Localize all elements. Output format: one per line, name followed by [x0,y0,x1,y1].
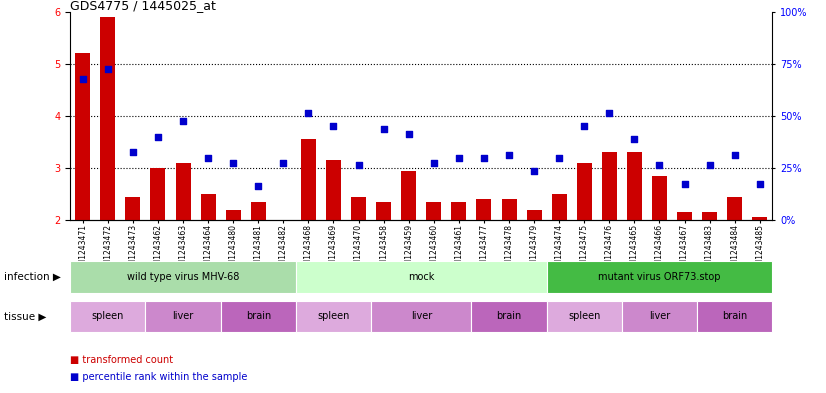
Bar [225,210,240,220]
Text: GDS4775 / 1445025_at: GDS4775 / 1445025_at [70,0,216,12]
Text: brain: brain [496,311,522,321]
Point [252,183,265,189]
Point [377,126,390,132]
Bar [326,160,341,220]
Point [553,154,566,161]
Bar [251,202,266,220]
Point [226,160,240,166]
Bar [150,168,165,220]
Text: ■ transformed count: ■ transformed count [70,354,173,365]
Bar [426,202,441,220]
Point [402,131,415,137]
Text: brain: brain [245,311,271,321]
Point [628,136,641,143]
Bar [577,163,591,220]
Bar [176,163,191,220]
Bar [527,210,542,220]
Text: mock: mock [408,272,434,282]
Point [653,162,666,169]
Point [577,123,591,130]
Bar [501,199,516,220]
Bar [477,199,491,220]
Point [678,180,691,187]
Bar [702,212,717,220]
Point [202,154,215,161]
Point [277,160,290,166]
Text: ■ percentile rank within the sample: ■ percentile rank within the sample [70,372,248,382]
Point [477,154,491,161]
Bar [351,196,366,220]
Bar [201,194,216,220]
Bar [100,17,116,220]
Bar [627,152,642,220]
Text: liver: liver [649,311,670,321]
Bar [602,152,617,220]
Point [126,149,140,156]
Bar [401,171,416,220]
Bar [75,53,90,220]
Bar [727,196,743,220]
Bar [652,176,667,220]
Text: spleen: spleen [568,311,601,321]
Text: wild type virus MHV-68: wild type virus MHV-68 [127,272,240,282]
Bar [451,202,467,220]
Point [753,180,767,187]
Point [427,160,440,166]
Text: liver: liver [173,311,193,321]
Text: mutant virus ORF73.stop: mutant virus ORF73.stop [598,272,721,282]
Point [102,66,115,72]
Point [728,152,741,158]
Text: tissue ▶: tissue ▶ [4,311,46,321]
Point [703,162,716,169]
Bar [301,140,316,220]
Point [453,154,466,161]
Point [177,118,190,124]
Bar [752,217,767,220]
Point [603,110,616,116]
Point [301,110,315,116]
Text: liver: liver [411,311,432,321]
Point [151,134,164,140]
Point [76,76,89,83]
Bar [677,212,692,220]
Text: spleen: spleen [92,311,124,321]
Bar [552,194,567,220]
Bar [376,202,392,220]
Text: brain: brain [722,311,748,321]
Point [502,152,515,158]
Bar [126,196,140,220]
Point [352,162,365,169]
Point [327,123,340,130]
Text: infection ▶: infection ▶ [4,272,61,282]
Text: spleen: spleen [317,311,349,321]
Point [528,167,541,174]
